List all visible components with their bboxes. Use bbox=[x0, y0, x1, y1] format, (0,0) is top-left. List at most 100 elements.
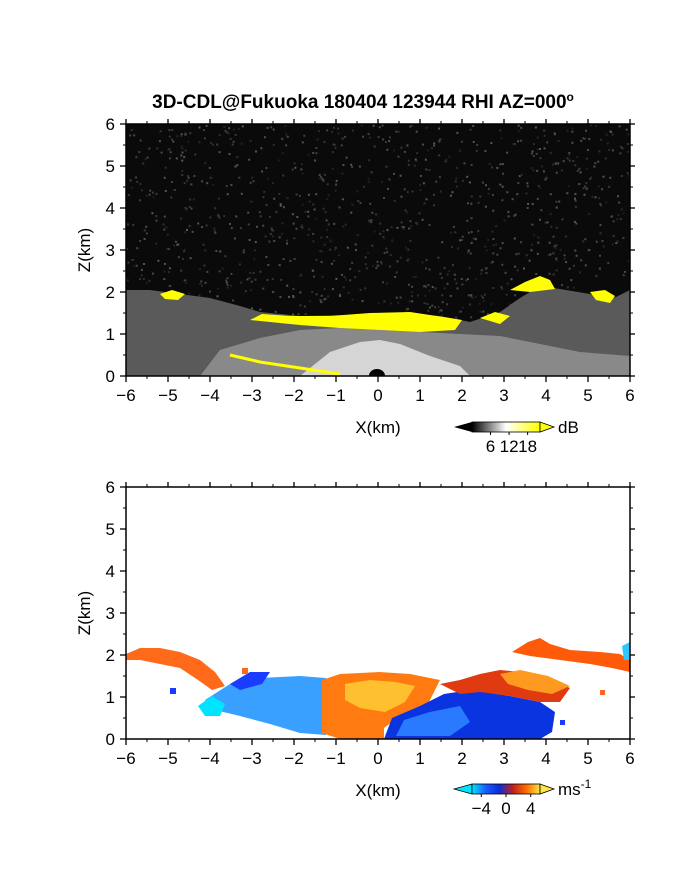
noise-speckle bbox=[396, 226, 399, 229]
noise-speckle bbox=[408, 300, 411, 303]
noise-speckle bbox=[483, 293, 486, 296]
noise-speckle bbox=[470, 294, 473, 297]
noise-speckle bbox=[266, 126, 269, 129]
noise-speckle bbox=[410, 291, 413, 294]
noise-speckle bbox=[413, 164, 416, 167]
velocity-left-elevated-layer bbox=[126, 648, 225, 690]
backscatter-y-tick-label: 6 bbox=[106, 115, 115, 134]
noise-speckle bbox=[233, 237, 236, 240]
noise-speckle bbox=[520, 126, 523, 129]
noise-speckle bbox=[574, 197, 576, 200]
noise-speckle bbox=[609, 176, 612, 179]
noise-speckle bbox=[610, 130, 613, 133]
noise-speckle bbox=[571, 130, 574, 133]
noise-speckle bbox=[228, 127, 231, 130]
noise-speckle bbox=[329, 239, 332, 242]
noise-speckle bbox=[210, 141, 213, 144]
noise-speckle bbox=[555, 226, 558, 229]
noise-speckle bbox=[282, 174, 285, 177]
noise-speckle bbox=[181, 159, 184, 162]
noise-speckle bbox=[145, 194, 148, 197]
noise-speckle bbox=[292, 313, 294, 316]
noise-speckle bbox=[326, 236, 329, 239]
noise-speckle bbox=[142, 162, 145, 165]
noise-speckle bbox=[135, 264, 138, 267]
noise-speckle bbox=[532, 155, 535, 157]
noise-speckle bbox=[549, 213, 552, 215]
noise-speckle bbox=[139, 278, 141, 280]
noise-speckle bbox=[256, 225, 258, 228]
noise-speckle bbox=[335, 179, 338, 182]
noise-speckle bbox=[386, 229, 389, 232]
noise-speckle bbox=[616, 240, 619, 243]
backscatter-x-tick-label: −4 bbox=[200, 386, 219, 405]
noise-speckle bbox=[599, 202, 602, 205]
noise-speckle bbox=[506, 151, 509, 154]
velocity-y-tick-label: 3 bbox=[106, 604, 115, 623]
noise-speckle bbox=[552, 273, 555, 276]
noise-speckle bbox=[605, 201, 608, 204]
noise-speckle bbox=[356, 234, 359, 237]
noise-speckle bbox=[278, 264, 281, 267]
noise-speckle bbox=[443, 267, 446, 269]
noise-speckle bbox=[467, 249, 470, 252]
noise-speckle bbox=[182, 258, 184, 260]
noise-speckle bbox=[470, 195, 473, 198]
noise-speckle bbox=[461, 179, 464, 182]
noise-speckle bbox=[327, 223, 330, 226]
noise-speckle bbox=[421, 261, 424, 264]
noise-speckle bbox=[500, 137, 503, 140]
noise-speckle bbox=[370, 221, 373, 224]
noise-speckle bbox=[354, 249, 357, 252]
noise-speckle bbox=[260, 147, 263, 150]
noise-speckle bbox=[367, 220, 370, 223]
noise-speckle bbox=[180, 133, 183, 136]
noise-speckle bbox=[354, 276, 357, 279]
noise-speckle bbox=[467, 251, 470, 254]
noise-speckle bbox=[441, 301, 444, 304]
noise-speckle bbox=[568, 152, 571, 154]
noise-speckle bbox=[532, 143, 535, 145]
noise-speckle bbox=[561, 218, 564, 221]
noise-speckle bbox=[338, 295, 341, 297]
noise-speckle bbox=[271, 182, 274, 185]
noise-speckle bbox=[286, 284, 289, 287]
noise-speckle bbox=[248, 239, 251, 241]
noise-speckle bbox=[446, 273, 449, 276]
noise-speckle bbox=[200, 280, 203, 283]
noise-speckle bbox=[229, 138, 232, 140]
noise-speckle bbox=[386, 251, 389, 254]
noise-speckle bbox=[518, 175, 521, 178]
backscatter-x-tick-label: −3 bbox=[242, 386, 261, 405]
velocity-colorbar-ticks: −4 0 4 bbox=[472, 794, 535, 818]
noise-speckle bbox=[512, 143, 515, 146]
noise-speckle bbox=[168, 248, 170, 251]
noise-speckle bbox=[215, 250, 218, 252]
noise-speckle bbox=[141, 189, 143, 192]
noise-speckle bbox=[476, 143, 479, 146]
noise-speckle bbox=[621, 147, 624, 150]
noise-speckle bbox=[183, 156, 186, 159]
noise-speckle bbox=[599, 138, 602, 141]
noise-speckle bbox=[232, 299, 235, 302]
noise-speckle bbox=[138, 151, 141, 153]
noise-speckle bbox=[265, 255, 268, 258]
noise-speckle bbox=[385, 165, 388, 168]
noise-speckle bbox=[469, 252, 472, 255]
noise-speckle bbox=[151, 191, 154, 194]
noise-speckle bbox=[252, 271, 255, 274]
noise-speckle bbox=[619, 218, 622, 220]
noise-speckle bbox=[484, 205, 487, 208]
velocity-field bbox=[126, 638, 630, 739]
noise-speckle bbox=[254, 241, 257, 244]
noise-speckle bbox=[549, 152, 552, 155]
noise-speckle bbox=[441, 241, 444, 244]
noise-speckle bbox=[255, 150, 257, 153]
noise-speckle bbox=[371, 211, 374, 214]
noise-speckle bbox=[510, 278, 513, 281]
backscatter-x-tick-label: −1 bbox=[326, 386, 345, 405]
noise-speckle bbox=[437, 256, 440, 259]
noise-speckle bbox=[312, 240, 315, 243]
noise-speckle bbox=[470, 202, 473, 205]
noise-speckle bbox=[481, 296, 484, 299]
